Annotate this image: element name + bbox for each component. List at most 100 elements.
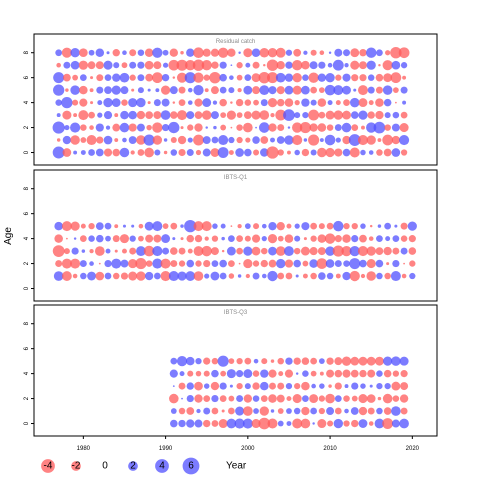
bubble [399, 134, 410, 146]
bubble [202, 98, 212, 108]
bubble [129, 235, 136, 242]
bubble [144, 60, 154, 70]
bubble [97, 100, 103, 106]
bubble [390, 47, 402, 59]
bubble [399, 394, 409, 403]
bubble [73, 150, 78, 155]
bubble [310, 86, 318, 94]
bubble [294, 112, 301, 119]
bubble [169, 393, 179, 404]
bubble [350, 369, 359, 378]
bubble [358, 98, 368, 108]
bubble [277, 382, 285, 390]
bubble [78, 60, 88, 70]
bubble [383, 407, 392, 415]
bubble [318, 111, 326, 119]
bubble [357, 134, 369, 146]
bubble [178, 407, 186, 415]
bubble [210, 48, 220, 57]
bubble [63, 73, 71, 82]
x-tick-label: 1980 [77, 446, 91, 452]
bubble [152, 72, 163, 84]
bubble [252, 382, 260, 390]
bubble [95, 48, 105, 57]
bubble [400, 407, 408, 415]
bubble [391, 135, 401, 145]
bubble [162, 49, 169, 56]
bubble [400, 235, 408, 242]
bubble [228, 87, 235, 94]
bubble [350, 48, 360, 58]
bubble [95, 271, 105, 281]
bubble [181, 397, 183, 400]
bubble [234, 418, 245, 429]
bubble [292, 134, 303, 146]
bubble [244, 223, 251, 230]
bubble [211, 260, 219, 267]
bubble [357, 85, 368, 96]
bubble [219, 259, 227, 268]
bubble [244, 235, 251, 242]
bubble [325, 72, 335, 83]
bubble [169, 48, 178, 57]
panel-3: IBTS-Q3 0 2 4 6 8 1980 1990 2000 2010 2020 [24, 304, 438, 452]
bubble [61, 221, 72, 232]
bubble [335, 100, 341, 106]
panel-1: Residual catch 0 2 4 6 8 [24, 33, 438, 166]
bubble [144, 271, 154, 281]
bubble [228, 136, 235, 144]
bubble [104, 74, 112, 82]
bubble [392, 235, 400, 242]
bubble [193, 72, 204, 83]
bubble [104, 259, 112, 268]
bubble [268, 259, 277, 268]
bubble [293, 407, 301, 415]
legend-title: Year [226, 461, 247, 472]
bubble [95, 61, 104, 70]
bubble [186, 419, 195, 428]
bubble [376, 49, 383, 57]
bubble [378, 63, 381, 67]
bubble [178, 419, 186, 428]
bubble [219, 98, 227, 107]
legend-label: 6 [188, 461, 194, 472]
bubble [294, 223, 300, 229]
bubble [122, 224, 126, 228]
bubble [343, 395, 350, 402]
bubble [112, 49, 120, 57]
bubble [128, 98, 138, 108]
bubble [358, 394, 368, 404]
bubble [277, 408, 284, 414]
bubble [261, 358, 268, 365]
bubble [375, 73, 384, 82]
bubble [278, 371, 284, 377]
bubble [103, 60, 113, 70]
bubble [219, 395, 227, 402]
bubble [203, 383, 210, 389]
bubble [170, 149, 178, 156]
bubble [209, 71, 221, 84]
bubble [407, 221, 417, 231]
bubble [70, 258, 81, 269]
bubble [88, 235, 95, 242]
bubble [235, 98, 244, 107]
bubble [186, 356, 195, 366]
bubble [287, 150, 291, 155]
bubble [400, 149, 408, 156]
panel-frame [33, 304, 438, 437]
bubble [301, 148, 310, 157]
bubble [311, 383, 316, 389]
bubble [238, 51, 241, 54]
bubble [52, 146, 65, 159]
bubble [326, 407, 335, 416]
bubble [392, 87, 399, 94]
bubble [153, 234, 162, 243]
bubble [178, 148, 186, 157]
bubble [252, 260, 260, 267]
bubble [168, 271, 179, 282]
bubble [400, 222, 408, 230]
bubble [351, 223, 358, 230]
bubble [111, 85, 121, 95]
bubble [70, 48, 80, 58]
bubble [261, 273, 267, 279]
